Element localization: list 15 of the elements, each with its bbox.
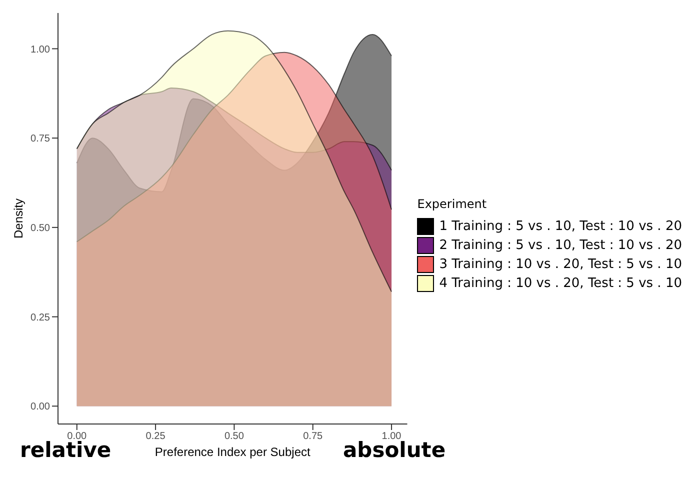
y-tick-label: 0.75 [30, 134, 50, 145]
x-tick-label: 0.25 [146, 431, 166, 442]
y-tick-label: 0.50 [30, 222, 50, 234]
legend-title: Experiment [417, 197, 488, 211]
legend-label: 1 Training : 5 vs . 10, Test : 10 vs . 20 [439, 219, 682, 234]
y-tick-label: 1.00 [30, 44, 50, 56]
x-tick-label: 0.75 [303, 431, 324, 442]
legend-label: 3 Training : 10 vs . 20, Test : 5 vs . 10 [439, 257, 682, 272]
y-tick-label: 0.25 [30, 312, 50, 324]
legend-label: 4 Training : 10 vs . 20, Test : 5 vs . 10 [439, 276, 682, 291]
x-tick-label: 0.50 [224, 431, 244, 442]
y-axis-title: Density [11, 198, 26, 239]
legend-label: 2 Training : 5 vs . 10, Test : 10 vs . 20 [439, 238, 682, 253]
x-axis-title: Preference Index per Subject [154, 445, 311, 459]
y-tick-label: 0.00 [30, 402, 50, 413]
